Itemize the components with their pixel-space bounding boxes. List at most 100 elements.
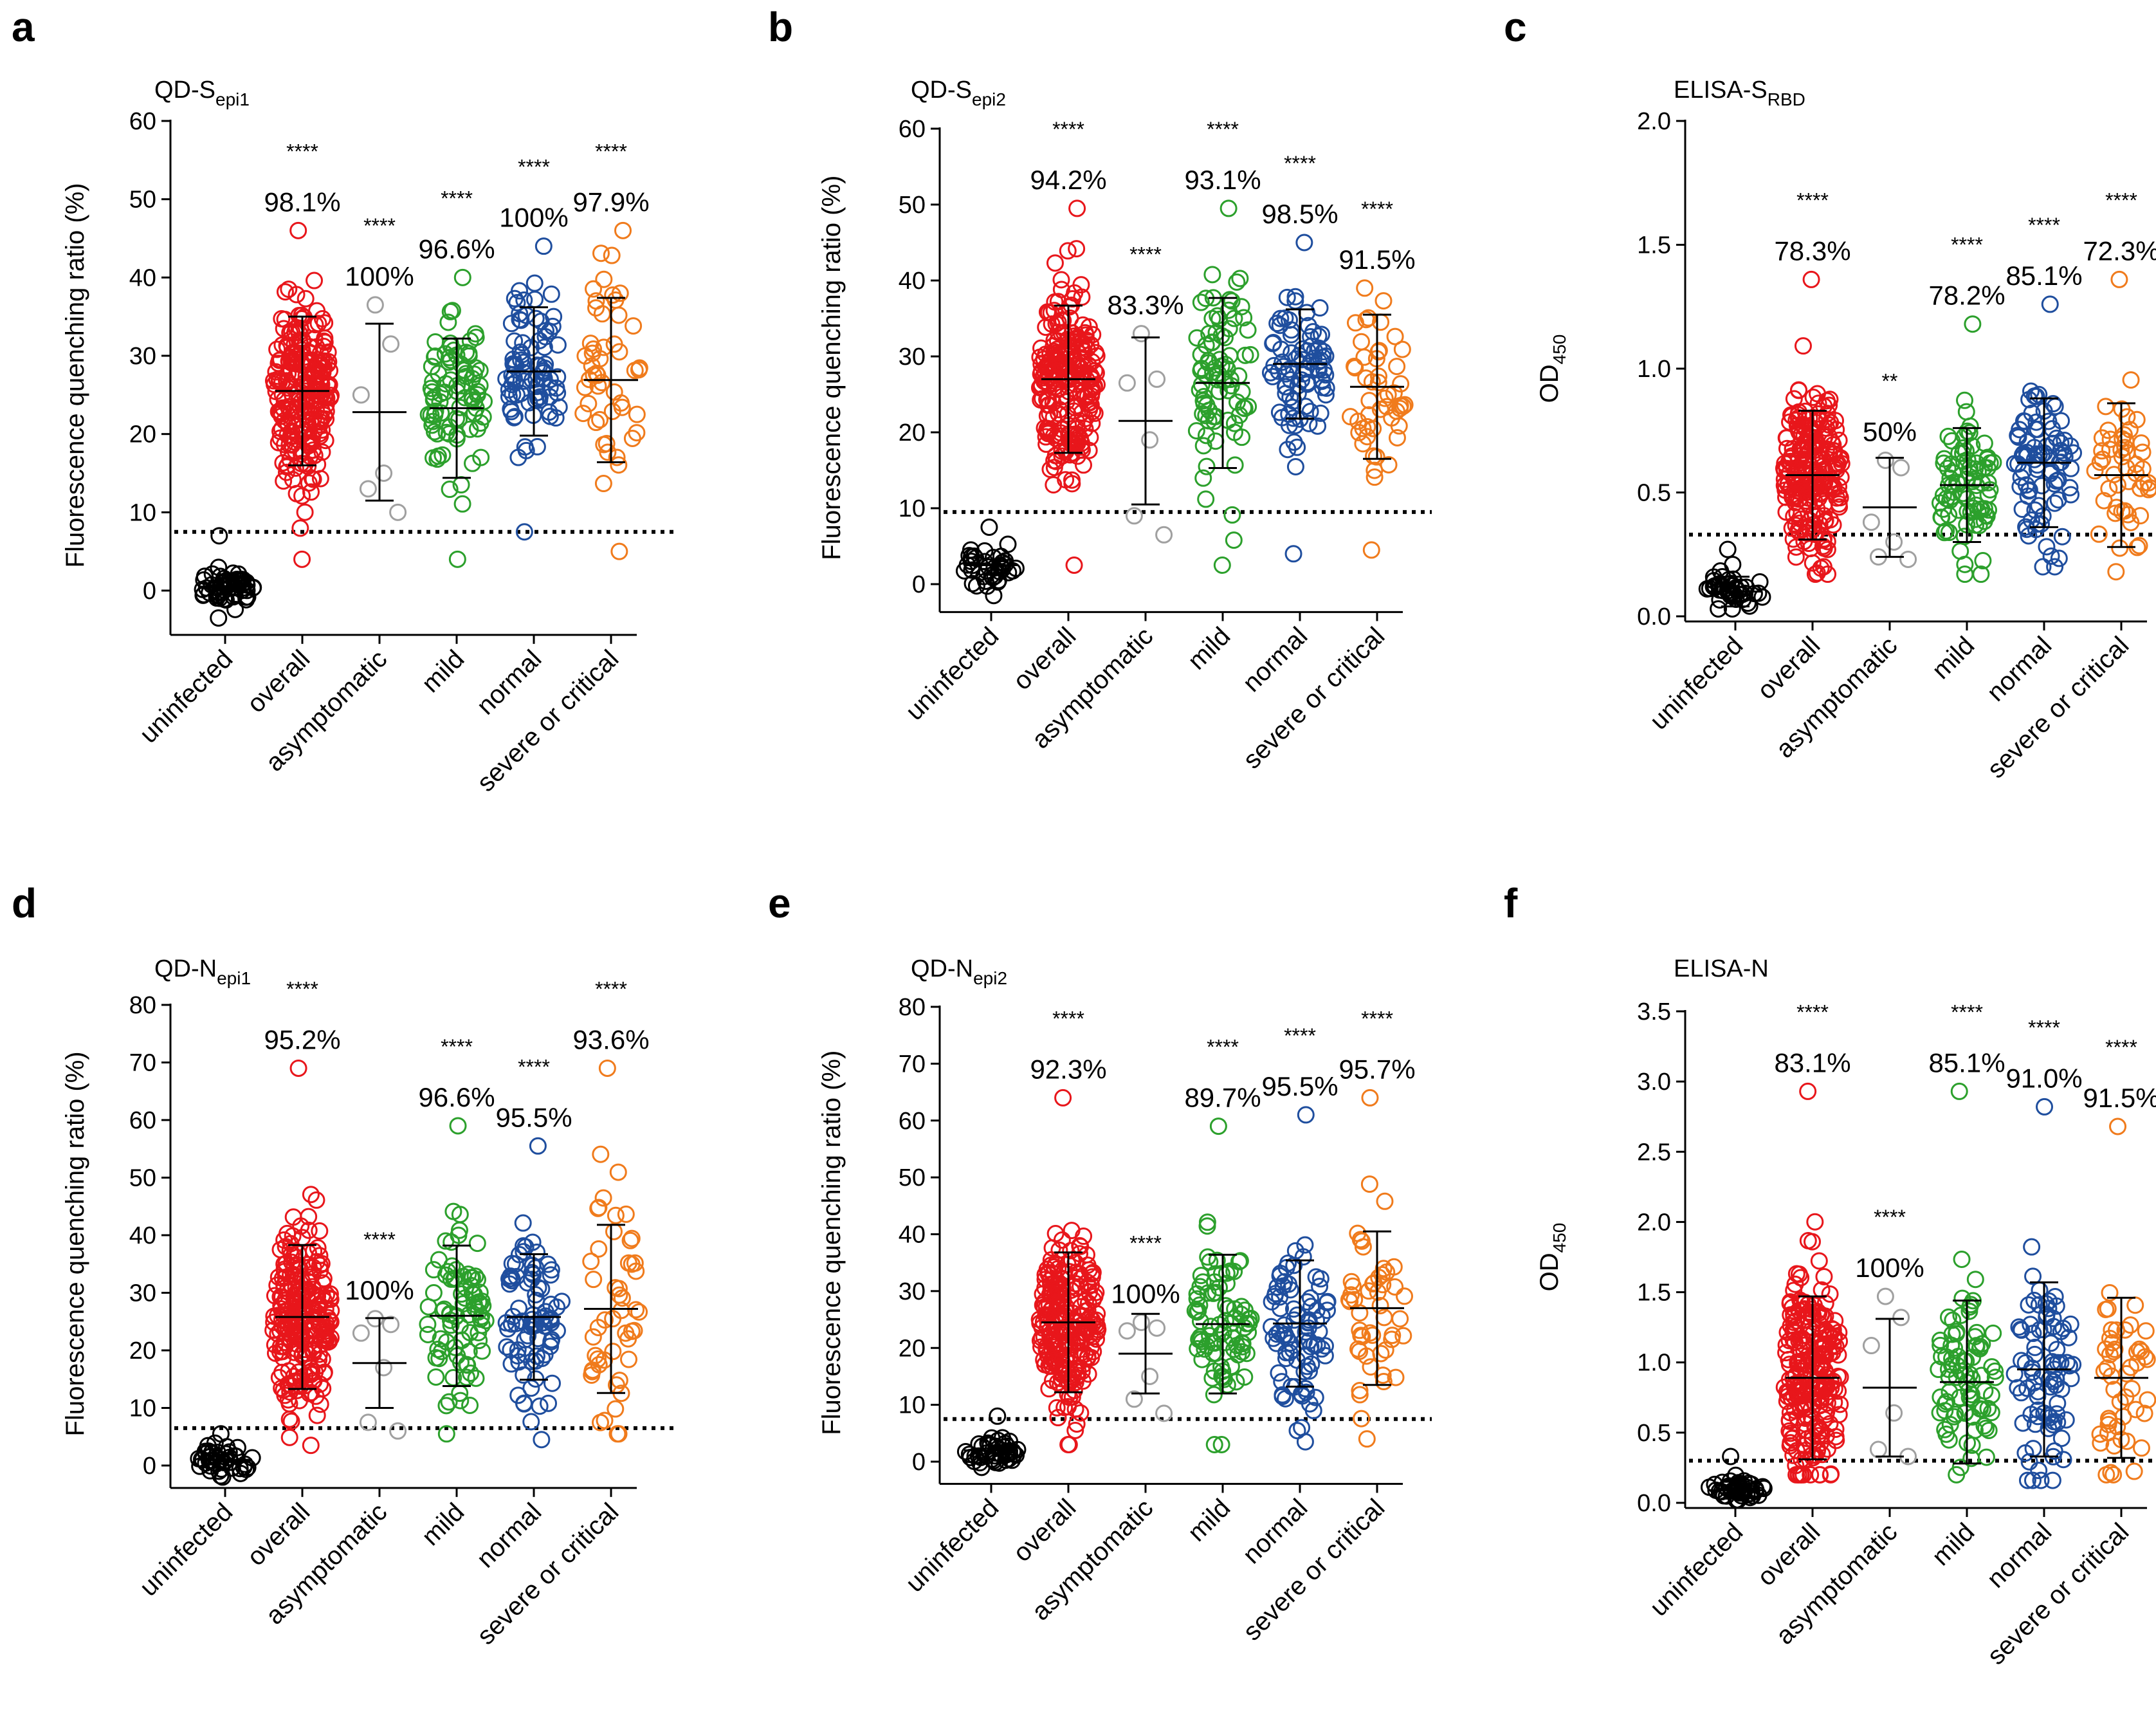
data-point (2110, 270, 2128, 288)
y-tick-label: 1.0 (1637, 356, 1671, 383)
data-point (2032, 1471, 2050, 1489)
data-point (1941, 1415, 1959, 1433)
category-label: severe or critical (1238, 622, 1390, 775)
data-point (306, 446, 324, 464)
data-point (1073, 339, 1091, 357)
data-point (1809, 1372, 1827, 1390)
data-point (1791, 1341, 1809, 1359)
data-point (504, 385, 522, 403)
data-point (226, 600, 244, 618)
data-point (453, 495, 471, 513)
data-point (531, 1397, 549, 1415)
data-point (2109, 1117, 2127, 1135)
data-point (1937, 1425, 1955, 1443)
data-point (308, 302, 326, 320)
y-tick-label: 10 (129, 499, 156, 526)
data-point (2114, 430, 2132, 448)
data-point (2107, 563, 2125, 581)
data-point (1274, 1386, 1292, 1404)
data-point (1722, 1448, 1740, 1466)
y-axis-label: Fluorescence quenching ratio (%) (818, 1051, 846, 1435)
data-point (1068, 199, 1086, 217)
data-point (264, 372, 282, 390)
data-point (1731, 1484, 1749, 1502)
data-point (2056, 431, 2074, 449)
data-point (609, 1163, 627, 1181)
data-point (592, 1145, 610, 1163)
data-point (1956, 391, 1974, 409)
data-point (1822, 1379, 1840, 1397)
category-label: mild (1926, 1518, 1980, 1571)
group-1: 78.3% **** (1774, 188, 1851, 584)
data-point (2135, 1404, 2153, 1422)
data-point (1345, 357, 1363, 375)
data-point (1235, 309, 1253, 327)
data-point (1286, 1242, 1304, 1260)
positive-rate-label: 96.6% (418, 234, 495, 264)
data-point (283, 323, 301, 341)
data-point (1081, 1283, 1099, 1301)
group-3: 96.6% **** (418, 1035, 495, 1443)
data-point (1048, 1287, 1066, 1305)
data-point (1719, 540, 1737, 558)
data-point (2036, 1098, 2054, 1116)
positive-rate-label: 98.5% (1261, 199, 1338, 229)
data-point (2011, 421, 2029, 439)
data-point (549, 368, 567, 386)
data-point (628, 405, 646, 423)
data-point (1302, 328, 1320, 346)
data-point (1068, 240, 1086, 258)
data-point (1297, 1106, 1315, 1124)
data-point (1155, 1404, 1173, 1422)
data-point (2091, 453, 2109, 471)
category-label: uninfected (134, 1498, 239, 1602)
panel-title: QD-Sepi1 (154, 77, 250, 109)
panel-label: f (1504, 880, 1518, 926)
data-point (1876, 1287, 1894, 1305)
data-point (1941, 1383, 1959, 1401)
data-point (1064, 1304, 1082, 1322)
data-point (1296, 1236, 1314, 1254)
data-point (1934, 500, 1952, 518)
data-point (1963, 437, 1981, 455)
data-point (585, 1271, 603, 1289)
data-point (1369, 374, 1387, 392)
data-point (1977, 1448, 1995, 1466)
data-point (545, 308, 563, 326)
data-point (2103, 1321, 2121, 1339)
data-point (1197, 427, 1215, 445)
data-point (1790, 1359, 1808, 1377)
data-point (267, 363, 285, 381)
data-point (1869, 1440, 1887, 1458)
data-point (515, 372, 533, 390)
significance-label: **** (2028, 214, 2060, 237)
data-point (1799, 1082, 1817, 1100)
data-point (2097, 1300, 2115, 1318)
data-point (1059, 1435, 1077, 1453)
data-point (589, 377, 607, 395)
data-point (464, 454, 482, 472)
data-point (1892, 459, 1910, 477)
data-point (533, 1431, 551, 1449)
data-point (1049, 1409, 1067, 1427)
data-point (1811, 1466, 1829, 1484)
data-point (1384, 1327, 1402, 1345)
data-point (2111, 539, 2129, 557)
data-point (2047, 1376, 2065, 1394)
data-point (308, 1406, 326, 1424)
y-tick-label: 3.0 (1637, 1069, 1671, 1096)
category-label: overall (1752, 631, 1825, 704)
data-point (289, 221, 307, 239)
data-point (1969, 463, 1987, 481)
positive-rate-label: 85.1% (1928, 1047, 2005, 1078)
data-point (1265, 1329, 1283, 1347)
data-point (1376, 1192, 1394, 1210)
data-point (1077, 1319, 1095, 1337)
data-point (1366, 461, 1384, 479)
data-point (1964, 472, 1982, 490)
data-point (1786, 467, 1804, 485)
data-point (2101, 1346, 2119, 1364)
data-point (1809, 405, 1827, 423)
data-point (1807, 477, 1825, 495)
data-point (274, 1349, 292, 1367)
